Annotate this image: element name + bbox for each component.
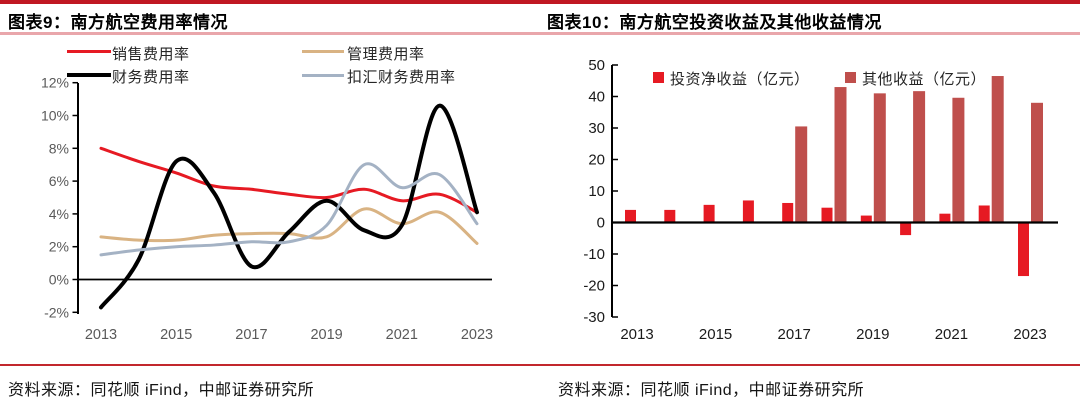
bar-0-2022 [978,205,990,223]
y-tick-label: 50 [588,57,605,74]
legend-label-admin-expense: 管理费用率 [347,46,425,63]
right-source-text: 资料来源：同花顺 iFind，中邮证券研究所 [558,382,865,399]
y-tick-label: 12% [41,75,69,91]
x-tick-label: 2017 [235,327,267,343]
legend-line-sample-finance-expense [67,73,111,77]
bar-0-2013 [625,209,636,223]
bar-0-2014 [664,209,676,223]
y-tick-label: -20 [583,278,605,295]
series-line-1 [99,207,479,245]
legend-label-exfx-finance-expense: 扣汇财务费用率 [347,69,456,86]
x-tick-label: 2021 [386,327,418,343]
y-tick-label: 0 [597,215,605,232]
series-line-3 [99,162,479,257]
bar-0-2018 [821,207,833,223]
y-tick-label: 8% [49,140,69,156]
bar-0-2019 [860,215,872,223]
fee-ratio-line-chart: 12% 10% 8% 6% 4% 2% 0% -2% 2013 2015 2017 2019 2021 2… [41,75,493,343]
y-tick-label: 0% [49,272,69,288]
bar-0-2020 [900,222,912,236]
legend-label-finance-expense: 财务费用率 [112,69,190,86]
bar-1-2023 [1031,102,1043,223]
bar-1-2017 [795,126,808,223]
right-chart-title: 图表10：南方航空投资收益及其他收益情况 [547,13,882,32]
x-tick-label: 2017 [778,326,811,343]
x-tick-label: 2023 [1013,326,1046,343]
source-divider-rule [0,364,1080,366]
income-bar-chart: 50 40 30 20 10 0 -10 -20 -30 2013 2015 2017 2019 2021… [583,57,1058,343]
legend-line-sample-sales-expense [67,50,111,53]
x-tick-label: 2015 [699,326,732,343]
bar-0-2023 [1018,222,1029,277]
bar-0-2016 [742,200,754,223]
title-underline-rule [0,32,1080,35]
bar-0-2017 [782,202,794,223]
legend-swatch-net-investment-income [653,72,664,83]
y-tick-label: 40 [588,89,605,106]
x-tick-label: 2019 [310,327,342,343]
page-top-rule [0,0,1080,4]
y-tick-label: -2% [44,304,69,320]
y-tick-label: 30 [588,120,605,137]
series-line-0 [99,146,479,214]
x-tick-label: 2019 [856,326,889,343]
bar-0-2015 [703,204,715,223]
y-tick-label: 20 [588,152,605,169]
fee-ratio-panel: 图表9：南方航空费用率情况 销售费用率 管理费用率 财务费用率 扣汇财务费用率 … [8,13,493,399]
x-tick-label: 2013 [85,327,117,343]
y-tick-label: -10 [583,246,605,263]
x-tick-label: 2013 [620,326,653,343]
legend-label-other-income: 其他收益（亿元） [862,71,987,88]
y-tick-label: 4% [49,206,69,222]
series-line-2 [99,103,479,310]
y-tick-label: 10 [588,183,605,200]
legend-swatch-other-income [845,72,856,83]
legend-line-sample-exfx-finance-expense [302,74,344,77]
bar-0-2021 [939,213,951,223]
x-tick-label: 2021 [935,326,968,343]
legend-label-sales-expense: 销售费用率 [112,46,190,63]
left-chart-title: 图表9：南方航空费用率情况 [8,13,228,32]
y-tick-label: 10% [41,108,69,124]
y-tick-label: -30 [583,309,605,326]
legend-label-net-investment-income: 投资净收益（亿元） [670,71,810,88]
bar-1-2018 [834,87,847,223]
bar-1-2022 [991,76,1004,223]
x-tick-label: 2015 [160,327,192,343]
income-panel: 图表10：南方航空投资收益及其他收益情况 投资净收益（亿元） 其他收益（亿元） … [540,0,1080,404]
x-tick-label: 2023 [461,327,493,343]
bar-1-2021 [952,97,965,223]
bar-1-2020 [913,91,926,223]
y-tick-label: 6% [49,173,69,189]
bar-1-2019 [873,93,886,223]
y-tick-label: 2% [49,239,69,255]
legend-line-sample-admin-expense [302,50,344,53]
left-source-text: 资料来源：同花顺 iFind，中邮证券研究所 [8,382,315,399]
